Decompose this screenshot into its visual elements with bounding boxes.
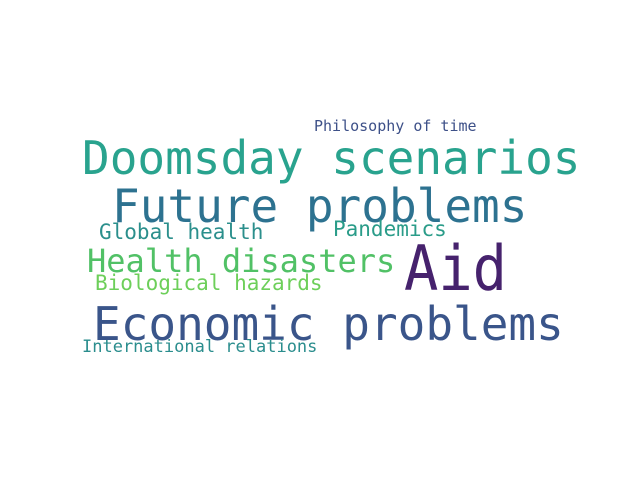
word-biological-hazards: Biological hazards (95, 271, 323, 295)
word-pandemics: Pandemics (333, 217, 447, 241)
word-economic-problems: Economic problems (93, 297, 564, 351)
word-aid: Aid (404, 232, 508, 305)
word-future-problems: Future problems (112, 179, 528, 233)
word-doomsday-scenarios: Doomsday scenarios (82, 131, 581, 185)
word-international-relations: International relations (82, 337, 318, 357)
word-health-disasters: Health disasters (87, 242, 396, 280)
word-philosophy-of-time: Philosophy of time (314, 117, 477, 135)
word-global-health: Global health (99, 220, 264, 244)
